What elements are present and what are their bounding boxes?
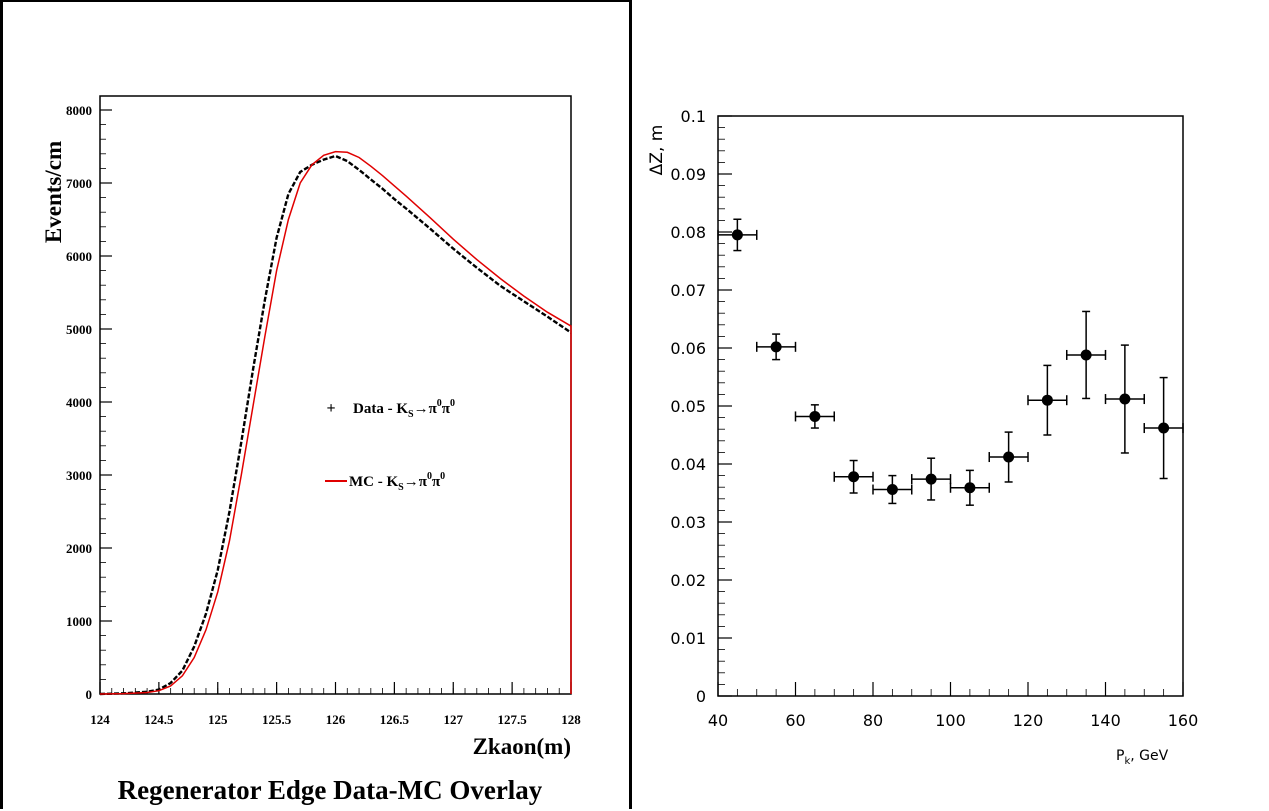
y-tick-label: 0 <box>696 687 706 706</box>
y-tick-label: 0.03 <box>670 513 706 532</box>
point-marker <box>1003 451 1015 463</box>
mc-series-line <box>99 150 572 695</box>
x-tick-label: 60 <box>785 711 805 730</box>
point-marker <box>731 229 743 241</box>
data-point <box>872 474 913 505</box>
y-axis-label: Events/cm <box>41 141 66 243</box>
right-plot-frame <box>717 115 1184 697</box>
x-tick-label: 126.5 <box>380 712 410 727</box>
y-tick-label: 5000 <box>66 322 92 337</box>
point-marker <box>848 471 860 483</box>
y-axis-label: ΔZ, m <box>647 125 667 176</box>
y-tick-label: 0.04 <box>670 455 706 474</box>
x-tick-label: 100 <box>935 711 966 730</box>
x-tick-label: 124.5 <box>144 712 174 727</box>
point-marker <box>1041 394 1053 406</box>
data-point <box>911 457 952 501</box>
data-point <box>756 333 797 361</box>
x-tick-label: 125.5 <box>262 712 292 727</box>
x-tick-label: 140 <box>1090 711 1121 730</box>
data-point <box>949 469 990 506</box>
left-chart-panel: 124 124.5 125 125.5 126 126.5 127 127.5 128 0 1000… <box>0 0 632 809</box>
point-marker <box>1119 393 1131 405</box>
right-chart-svg: 40 60 80 100 120 140 160 0 0.01 0.02 0.03 0.04 0.05 0… <box>647 107 1199 767</box>
point-marker <box>1158 422 1170 434</box>
legend-marker-plus: + <box>326 400 335 417</box>
x-tick-label: 124 <box>90 712 110 727</box>
y-tick-label: 0.07 <box>670 281 706 300</box>
y-tick-label: 0.09 <box>670 165 706 184</box>
y-tick-label: 6000 <box>66 249 92 264</box>
y-tick-label: 0.06 <box>670 339 706 358</box>
chart-title: Regenerator Edge Data-MC Overlay <box>118 775 543 805</box>
data-series-line <box>99 154 572 696</box>
y-tick-label: 0.08 <box>670 223 706 242</box>
point-marker <box>1080 349 1092 361</box>
left-chart-svg: 124 124.5 125 125.5 126 126.5 127 127.5 128 0 1000… <box>41 95 581 805</box>
legend-label-data: Data - KS→π0π0 <box>353 398 455 420</box>
legend-entry-mc: MC - KS→π0π0 <box>325 471 445 493</box>
point-marker <box>770 341 782 353</box>
left-plot-frame <box>99 95 572 695</box>
y-tick-label: 2000 <box>66 541 92 556</box>
y-tick-label: 0.02 <box>670 571 706 590</box>
y-tick-label: 0 <box>86 687 93 702</box>
data-point <box>1143 376 1184 480</box>
x-tick-label: 127.5 <box>498 712 528 727</box>
legend-label-mc: MC - KS→π0π0 <box>349 471 445 493</box>
x-tick-label: 120 <box>1013 711 1044 730</box>
x-tick-label: 80 <box>863 711 883 730</box>
point-marker <box>964 482 976 494</box>
data-point <box>717 218 758 252</box>
x-axis-label: Zkaon(m) <box>473 734 571 759</box>
x-tick-label: 127 <box>444 712 464 727</box>
y-tick-label: 0.1 <box>681 107 706 126</box>
x-tick-label: 128 <box>561 712 581 727</box>
y-tick-label: 4000 <box>66 395 92 410</box>
right-chart-panel: 40 60 80 100 120 140 160 0 0.01 0.02 0.03 0.04 0.05 0… <box>632 0 1269 809</box>
x-tick-label: 160 <box>1168 711 1199 730</box>
data-point <box>1027 364 1068 436</box>
x-tick-label: 125 <box>208 712 228 727</box>
point-marker <box>809 410 821 422</box>
x-axis-label: Pk, GeV <box>1116 748 1169 767</box>
y-tick-label: 0.01 <box>670 629 706 648</box>
data-point <box>988 431 1029 483</box>
y-tick-label: 7000 <box>66 176 92 191</box>
x-tick-label: 40 <box>708 711 728 730</box>
y-tick-label: 8000 <box>66 103 92 118</box>
legend-entry-data: + Data - KS→π0π0 <box>326 398 455 420</box>
point-marker <box>886 484 898 496</box>
data-point <box>1104 344 1145 454</box>
y-tick-label: 1000 <box>66 614 92 629</box>
data-point <box>1066 310 1107 400</box>
point-marker <box>925 473 937 485</box>
y-tick-label: 0.05 <box>670 397 706 416</box>
y-tick-label: 3000 <box>66 468 92 483</box>
data-point <box>833 459 874 494</box>
x-tick-label: 126 <box>326 712 346 727</box>
data-point <box>794 404 835 429</box>
